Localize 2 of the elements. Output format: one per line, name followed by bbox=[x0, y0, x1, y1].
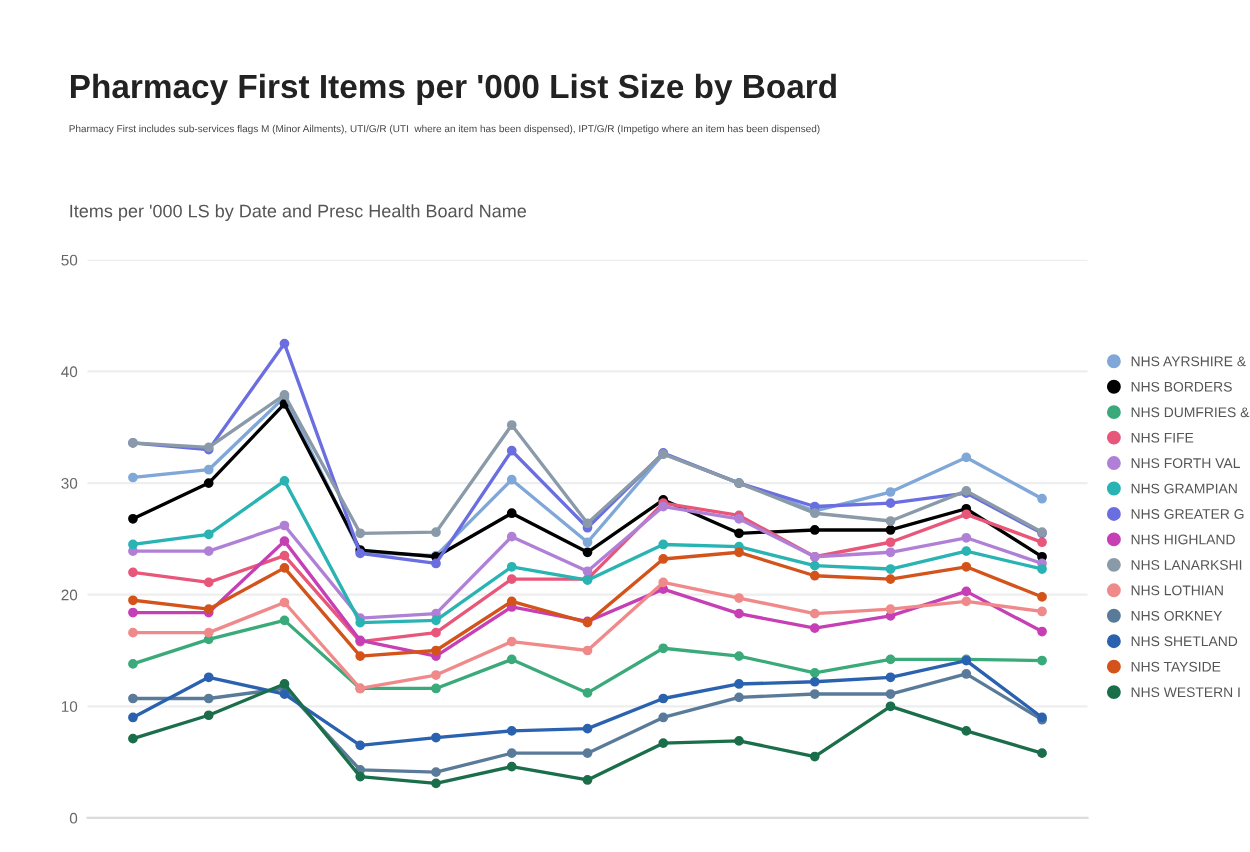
text: Items per '000 LS by Date and Presc Health Board Name bbox=[70, 204, 527, 222]
chart-title: Pharmacy First Items per '000 List Size by Board bbox=[70, 73, 836, 105]
